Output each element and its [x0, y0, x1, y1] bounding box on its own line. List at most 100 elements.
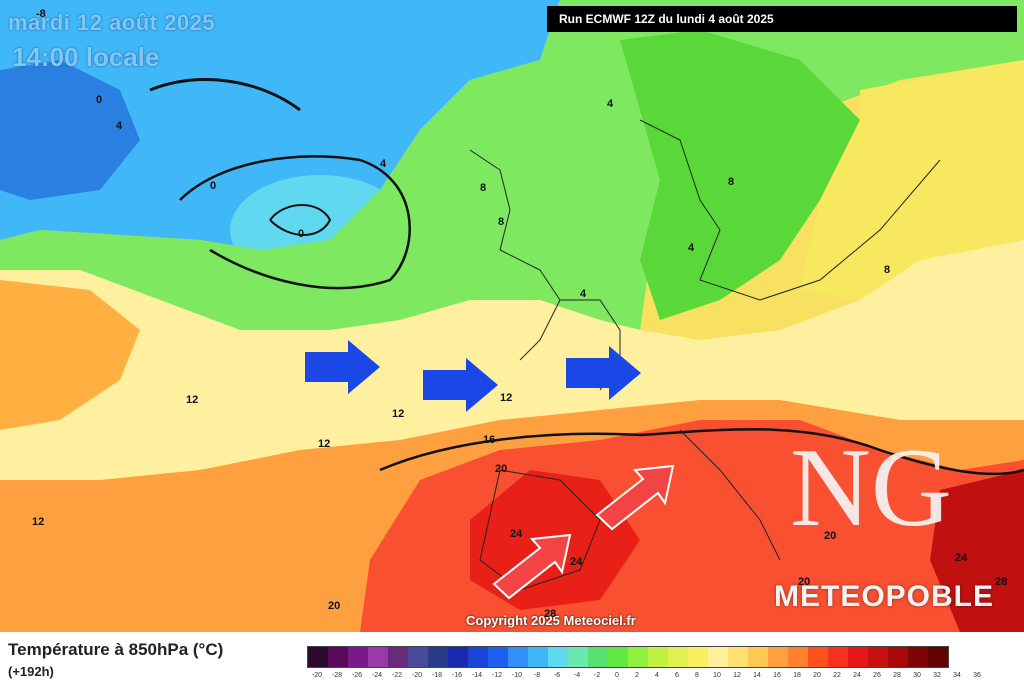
copyright-text: Copyright 2025 Meteociel.fr [466, 613, 636, 628]
contour-label: 4 [688, 242, 695, 254]
coastline-scandinavia [639, 119, 941, 301]
contour-label: 0 [210, 180, 217, 192]
colorbar-swatch [748, 647, 768, 667]
colorbar-tick: -12 [491, 672, 503, 679]
colorbar-tick: -8 [533, 672, 541, 679]
contour-label: 8 [480, 182, 487, 194]
contour-label: 0 [298, 228, 305, 240]
colorbar-swatch [568, 647, 588, 667]
colorbar-tick: -20 [411, 672, 423, 679]
colorbar-swatch [848, 647, 868, 667]
field-orange-west [0, 280, 140, 430]
colorbar-tick: 36 [973, 672, 981, 679]
colorbar-tick: 6 [675, 672, 679, 679]
colorbar-swatch [808, 647, 828, 667]
arrow-blue-2 [423, 358, 498, 412]
colorbar-tick: -10 [511, 672, 523, 679]
colorbar-tick: 14 [753, 672, 761, 679]
colorbar-swatch [648, 647, 668, 667]
contour-label: 24 [570, 556, 583, 568]
colorbar-swatch [688, 647, 708, 667]
colorbar-tick: 10 [713, 672, 721, 679]
field-yellow [0, 240, 1024, 480]
colorbar-tick: -20 [311, 672, 323, 679]
contour-label: 4 [116, 120, 123, 132]
colorbar-swatch [328, 647, 348, 667]
colorbar-tick: -16 [451, 672, 463, 679]
coastline-uk [469, 149, 561, 361]
colorbar-swatch [408, 647, 428, 667]
colorbar-swatch [668, 647, 688, 667]
colorbar-tick: 12 [733, 672, 741, 679]
legend: Température à 850hPa (°C) (+192h) -20 -28… [0, 632, 1024, 689]
contour-label: 16 [483, 434, 496, 446]
contour-label: 4 [380, 158, 387, 170]
colorbar-tick: -2 [593, 672, 601, 679]
contour-label: 8 [728, 176, 735, 188]
contour-label: 12 [32, 516, 45, 528]
contour-label: 20 [328, 600, 341, 612]
colorbar-tick: -24 [371, 672, 383, 679]
colorbar-tick: 18 [793, 672, 801, 679]
colorbar-swatch [608, 647, 628, 667]
isotherm-0 [149, 78, 301, 112]
contour-label: 20 [798, 576, 811, 588]
contour-label: 0 [96, 94, 103, 106]
colorbar-tick: -26 [351, 672, 363, 679]
contour-label: 4 [580, 288, 587, 300]
colorbar-swatch [368, 647, 388, 667]
isotherm-0c [269, 204, 332, 236]
contour-label: 8 [884, 264, 891, 276]
colorbar-tick: -28 [331, 672, 343, 679]
temperature-map: NG mardi 12 août 2025 14:00 locale Run E… [0, 0, 1024, 632]
contour-label: 24 [955, 552, 968, 564]
colorbar-swatch [528, 647, 548, 667]
field-yellow-east [800, 60, 1024, 300]
contour-label: 12 [392, 408, 405, 420]
colorbar-swatch [788, 647, 808, 667]
field-cold-blue [0, 0, 560, 250]
colorbar-tick: 16 [773, 672, 781, 679]
contour-label: 12 [318, 438, 331, 450]
model-run-label: Run ECMWF 12Z du lundi 4 août 2025 [547, 6, 1017, 32]
colorbar-swatch [768, 647, 788, 667]
contour-label: 20 [824, 530, 837, 542]
contour-label: 12 [186, 394, 199, 406]
colorbar-swatch [348, 647, 368, 667]
colorbar-tick: 30 [913, 672, 921, 679]
colorbar-swatch [488, 647, 508, 667]
colorbar-swatch [908, 647, 928, 667]
colorbar-swatch [708, 647, 728, 667]
arrow-red-1 [492, 533, 572, 600]
colorbar-swatch [308, 647, 328, 667]
colorbar-tick: -22 [391, 672, 403, 679]
colorbar-tick: 28 [893, 672, 901, 679]
field-cold-deep [0, 60, 140, 200]
colorbar-tick: 32 [933, 672, 941, 679]
contour-label: 8 [498, 216, 505, 228]
colorbar-tick: 8 [695, 672, 699, 679]
colorbar-swatch [588, 647, 608, 667]
colorbar-swatch [868, 647, 888, 667]
arrow-blue-3 [566, 346, 641, 400]
map-graphic: NG [0, 0, 1024, 632]
legend-ticks: -20 -28 -26 -24 -22 -20 -18 -16 -14 -12 -10 -8 -6 -4-… [307, 672, 987, 679]
legend-colorbar [307, 646, 949, 668]
contour-label: 20 [495, 463, 508, 475]
colorbar-swatch [628, 647, 648, 667]
colorbar-tick: -6 [553, 672, 561, 679]
arrow-red-2 [595, 464, 675, 531]
colorbar-swatch [928, 647, 948, 667]
contour-label: 4 [607, 98, 614, 110]
field-red-east [930, 470, 1024, 632]
colorbar-tick: 26 [873, 672, 881, 679]
colorbar-tick: 20 [813, 672, 821, 679]
colorbar-tick: 34 [953, 672, 961, 679]
colorbar-swatch [428, 647, 448, 667]
isotherm-0b [179, 155, 411, 290]
colorbar-tick: 4 [655, 672, 659, 679]
contour-label: 12 [500, 392, 513, 404]
colorbar-tick: 2 [635, 672, 639, 679]
legend-subtitle: (+192h) [8, 664, 54, 679]
isotherm-20 [379, 428, 1024, 476]
